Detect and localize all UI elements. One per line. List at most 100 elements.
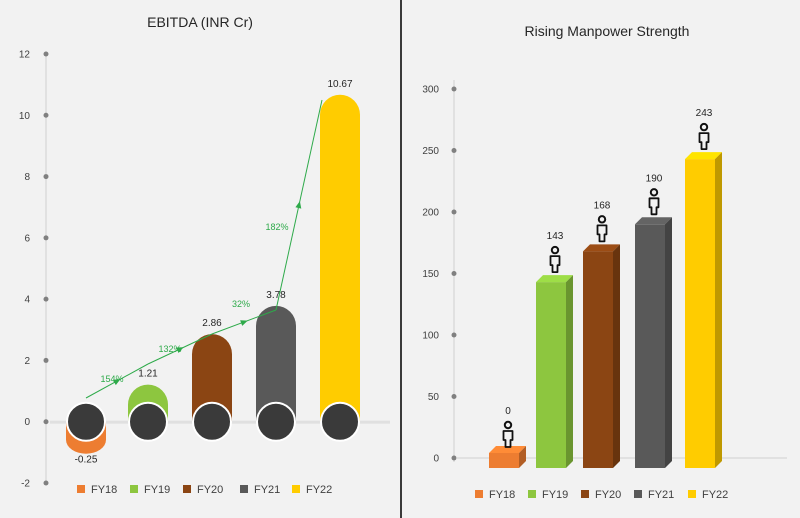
manpower-tick-dot — [451, 455, 457, 461]
ebitda-bar-fy21 — [256, 305, 296, 422]
ebitda-tick-dot — [43, 296, 49, 302]
manpower-bar-fy21 — [635, 224, 665, 468]
ebitda-tick-dot — [43, 51, 49, 57]
manpower-bar-top — [685, 152, 722, 160]
manpower-data-label: 168 — [594, 200, 611, 211]
person-icon — [596, 215, 608, 243]
manpower-legend-label: FY21 — [648, 489, 674, 501]
manpower-chart-panel: Rising Manpower Strength 300 250 200 150 100… — [402, 0, 800, 518]
ebitda-tick-dot — [43, 174, 49, 180]
manpower-tick-dot — [451, 86, 457, 92]
ebitda-tick-label: 10 — [19, 111, 31, 122]
ebitda-growth-arrow — [295, 201, 302, 209]
panel-divider — [400, 0, 402, 518]
ebitda-chart-panel: EBITDA (INR Cr) 12 10 8 6 4 2 0 -2 -0.25 1.21 2.86… — [0, 0, 400, 518]
manpower-legend-label: FY18 — [489, 489, 515, 501]
manpower-legend-swatch-fy21 — [634, 490, 642, 498]
ebitda-bar-base — [320, 401, 360, 442]
manpower-legend-label: FY19 — [542, 489, 568, 501]
person-icon — [648, 188, 660, 216]
manpower-tick-label: 150 — [422, 269, 439, 280]
ebitda-tick-dot — [43, 235, 49, 241]
ebitda-growth-label: 154% — [100, 374, 123, 384]
manpower-legend-swatch-fy19 — [528, 490, 536, 498]
ebitda-chart-title: EBITDA (INR Cr) — [147, 14, 253, 30]
manpower-bar-side — [613, 244, 620, 468]
manpower-tick-label: 200 — [422, 208, 439, 219]
manpower-tick-dot — [451, 332, 457, 338]
manpower-bar-side — [519, 446, 526, 468]
ebitda-growth-arrow — [112, 379, 121, 386]
ebitda-tick-label: 0 — [24, 417, 30, 428]
ebitda-tick-dot — [43, 357, 49, 363]
manpower-data-label: 0 — [505, 406, 511, 417]
manpower-tick-label: 300 — [422, 85, 439, 96]
ebitda-chart: EBITDA (INR Cr) 12 10 8 6 4 2 0 -2 -0.25 1.21 2.86… — [19, 14, 390, 496]
ebitda-legend-swatch-fy18 — [77, 485, 85, 493]
ebitda-bar-base — [192, 401, 232, 442]
manpower-data-label: 143 — [547, 231, 564, 242]
person-icon — [698, 122, 710, 151]
ebitda-tick-label: 4 — [24, 295, 30, 306]
manpower-data-label: 243 — [696, 108, 713, 119]
manpower-bar-top — [489, 446, 526, 453]
ebitda-legend-label: FY22 — [306, 484, 332, 496]
manpower-bar-fy22 — [685, 159, 715, 469]
ebitda-growth-label: 132% — [158, 344, 181, 354]
ebitda-legend-label: FY18 — [91, 484, 117, 496]
manpower-tick-dot — [451, 394, 457, 399]
ebitda-growth-label: 32% — [232, 299, 250, 309]
manpower-bar-top — [536, 275, 573, 283]
manpower-legend-swatch-fy20 — [581, 490, 589, 498]
manpower-chart: Rising Manpower Strength 300 250 200 150 100… — [422, 23, 787, 501]
ebitda-data-label: 2.86 — [202, 318, 222, 329]
manpower-legend-label: FY22 — [702, 489, 728, 501]
ebitda-tick-label: 8 — [24, 172, 30, 183]
ebitda-tick-label: -2 — [21, 479, 30, 490]
ebitda-tick-dot — [43, 112, 49, 118]
ebitda-bar-base — [256, 401, 296, 442]
ebitda-bar-fy20 — [192, 334, 232, 422]
person-icon — [502, 420, 514, 448]
manpower-bar-side — [566, 275, 573, 468]
ebitda-tick-label: 2 — [24, 356, 30, 367]
manpower-legend-label: FY20 — [595, 489, 621, 501]
manpower-bar-fy20 — [583, 251, 613, 468]
manpower-bar-side — [665, 217, 672, 468]
ebitda-data-label: 3.78 — [266, 290, 286, 301]
ebitda-tick-label: 6 — [24, 233, 30, 244]
ebitda-data-label: 1.21 — [138, 369, 158, 380]
manpower-tick-label: 100 — [422, 331, 439, 342]
ebitda-bar-fy22 — [320, 94, 360, 422]
ebitda-legend-swatch-fy19 — [130, 485, 138, 493]
manpower-tick-dot — [451, 271, 457, 276]
ebitda-legend-swatch-fy20 — [183, 485, 191, 493]
ebitda-legend-label: FY20 — [197, 484, 223, 496]
manpower-bar-top — [583, 244, 620, 252]
ebitda-legend-label: FY21 — [254, 484, 280, 496]
manpower-legend-swatch-fy22 — [688, 490, 696, 498]
manpower-tick-label: 0 — [433, 454, 439, 465]
ebitda-bar-base — [128, 401, 168, 442]
ebitda-data-label: -0.25 — [75, 455, 98, 466]
manpower-bar-fy19 — [536, 282, 566, 468]
ebitda-growth-label: 182% — [265, 222, 288, 232]
person-icon — [549, 245, 561, 274]
ebitda-growth-arrow — [176, 347, 184, 353]
manpower-tick-label: 250 — [422, 146, 439, 157]
manpower-bar-side — [715, 152, 722, 469]
ebitda-bar-base — [66, 401, 106, 442]
ebitda-tick-dot — [43, 419, 49, 425]
manpower-tick-dot — [451, 209, 457, 215]
ebitda-legend-swatch-fy22 — [292, 485, 300, 493]
ebitda-legend-swatch-fy21 — [240, 485, 248, 493]
manpower-bar-top — [635, 217, 672, 225]
manpower-data-label: 190 — [646, 173, 663, 184]
manpower-legend-swatch-fy18 — [475, 490, 483, 498]
manpower-tick-label: 50 — [428, 392, 440, 403]
manpower-tick-dot — [451, 148, 457, 153]
ebitda-data-label: 10.67 — [327, 79, 352, 90]
manpower-bar-fy18 — [489, 453, 519, 468]
ebitda-growth-arrow — [240, 320, 248, 326]
